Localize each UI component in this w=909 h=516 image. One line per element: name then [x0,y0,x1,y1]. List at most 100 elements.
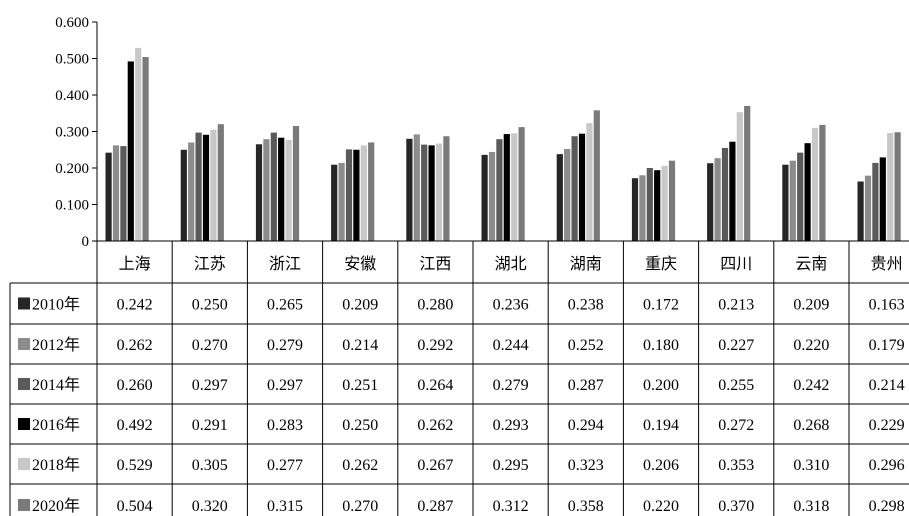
bar-2014年-上海 [120,146,127,241]
data-label: 0.267 [417,457,453,474]
legend-label: 2020年 [32,497,80,515]
data-label: 0.287 [568,377,604,394]
legend-label: 2018年 [32,456,80,474]
data-label: 0.220 [793,337,829,354]
bar-2018年-贵州 [887,132,894,241]
bar-2016年-湖北 [503,134,510,241]
data-label: 0.265 [267,297,303,314]
bar-2012年-浙江 [263,139,270,241]
bar-2012年-安徽 [338,162,345,241]
bar-2010年-江苏 [180,149,187,241]
data-label: 0.250 [192,297,228,314]
category-label: 上海 [119,255,151,273]
data-label: 0.179 [869,337,905,354]
data-label: 0.242 [793,377,829,394]
bar-2016年-四川 [729,141,736,241]
data-label: 0.294 [568,417,604,434]
bar-2010年-上海 [105,152,112,241]
data-label: 0.172 [643,297,679,314]
bar-2012年-上海 [112,145,120,241]
bar-2020年-湖北 [518,127,525,241]
bar-2020年-安徽 [368,142,375,241]
data-label: 0.244 [493,337,529,354]
bar-2010年-云南 [782,164,789,241]
legend-swatch-2016年 [18,418,30,430]
bar-2018年-安徽 [360,145,367,241]
bar-2014年-重庆 [646,168,653,241]
bar-2012年-贵州 [864,175,872,241]
data-label: 0.238 [568,297,604,314]
data-label: 0.305 [192,457,228,474]
bar-2016年-重庆 [654,170,661,241]
data-label: 0.277 [267,457,303,474]
bar-2010年-浙江 [255,144,263,241]
data-table: 上海 江苏 浙江 安徽 江西 湖北 湖南 重庆 四川 云南 贵州 2010年 0.242 0.250 0.2… [9,240,909,516]
bar-2016年-上海 [127,61,134,241]
legend-swatch-2018年 [18,458,30,470]
y-tick-label: 0.500 [55,52,89,68]
bar-2014年-江西 [421,144,428,241]
bar-2020年-云南 [819,124,826,241]
bar-2012年-云南 [789,160,796,241]
bar-2014年-安徽 [345,149,353,241]
data-label: 0.206 [643,457,679,474]
category-label: 江西 [419,255,451,273]
bars-layer [105,47,901,241]
data-label: 0.229 [869,417,905,434]
bar-2010年-重庆 [631,178,639,241]
data-label: 0.295 [493,457,529,474]
bar-2020年-江苏 [217,124,224,241]
legend-swatch-2014年 [18,378,30,390]
data-label: 0.252 [568,337,604,354]
bar-2018年-江苏 [210,129,217,241]
bar-2014年-四川 [721,147,729,241]
legend-swatch-2010年 [18,297,30,310]
category-label: 湖南 [570,255,602,273]
bar-2014年-湖北 [496,139,503,241]
bar-2012年-四川 [714,158,721,241]
category-label: 重庆 [645,255,677,273]
data-label: 0.312 [493,498,529,515]
bar-2016年-江苏 [202,134,210,241]
y-tick-label: 0.300 [55,125,89,141]
bar-2012年-重庆 [639,175,646,241]
bar-2020年-重庆 [668,160,676,241]
data-label: 0.272 [718,417,754,434]
data-label: 0.279 [267,337,303,354]
data-label: 0.255 [718,377,754,394]
data-label: 0.310 [793,457,829,474]
legend-label: 2014年 [32,376,80,394]
data-label: 0.236 [493,297,529,314]
data-label: 0.242 [117,297,153,314]
data-label: 0.315 [267,498,303,515]
data-label: 0.320 [192,498,228,515]
data-label: 0.292 [417,337,453,354]
y-tick-label: 0.600 [55,15,89,31]
data-label: 0.297 [267,377,303,394]
data-label: 0.504 [117,498,153,515]
bar-2016年-浙江 [278,137,285,241]
bar-2018年-江西 [435,143,443,241]
bar-2012年-湖北 [488,151,496,241]
bar-2010年-贵州 [857,181,864,241]
legend-swatch-2012年 [18,338,30,350]
data-label: 0.492 [117,417,153,434]
bar-2020年-贵州 [894,132,901,241]
category-label: 浙江 [269,255,301,273]
data-label: 0.270 [342,498,378,515]
bar-2020年-上海 [142,57,149,241]
data-label: 0.250 [342,417,378,434]
data-label: 0.323 [568,457,604,474]
data-label: 0.293 [493,417,529,434]
bar-2010年-四川 [707,163,714,241]
data-label: 0.283 [267,417,303,434]
data-label: 0.194 [643,417,679,434]
category-label: 安徽 [344,255,376,273]
data-label: 0.262 [117,337,153,354]
category-label: 四川 [720,256,752,273]
category-label: 湖北 [495,255,527,273]
bar-2016年-安徽 [353,149,360,241]
bar-2020年-江西 [443,136,450,241]
bar-2010年-湖北 [481,154,488,241]
